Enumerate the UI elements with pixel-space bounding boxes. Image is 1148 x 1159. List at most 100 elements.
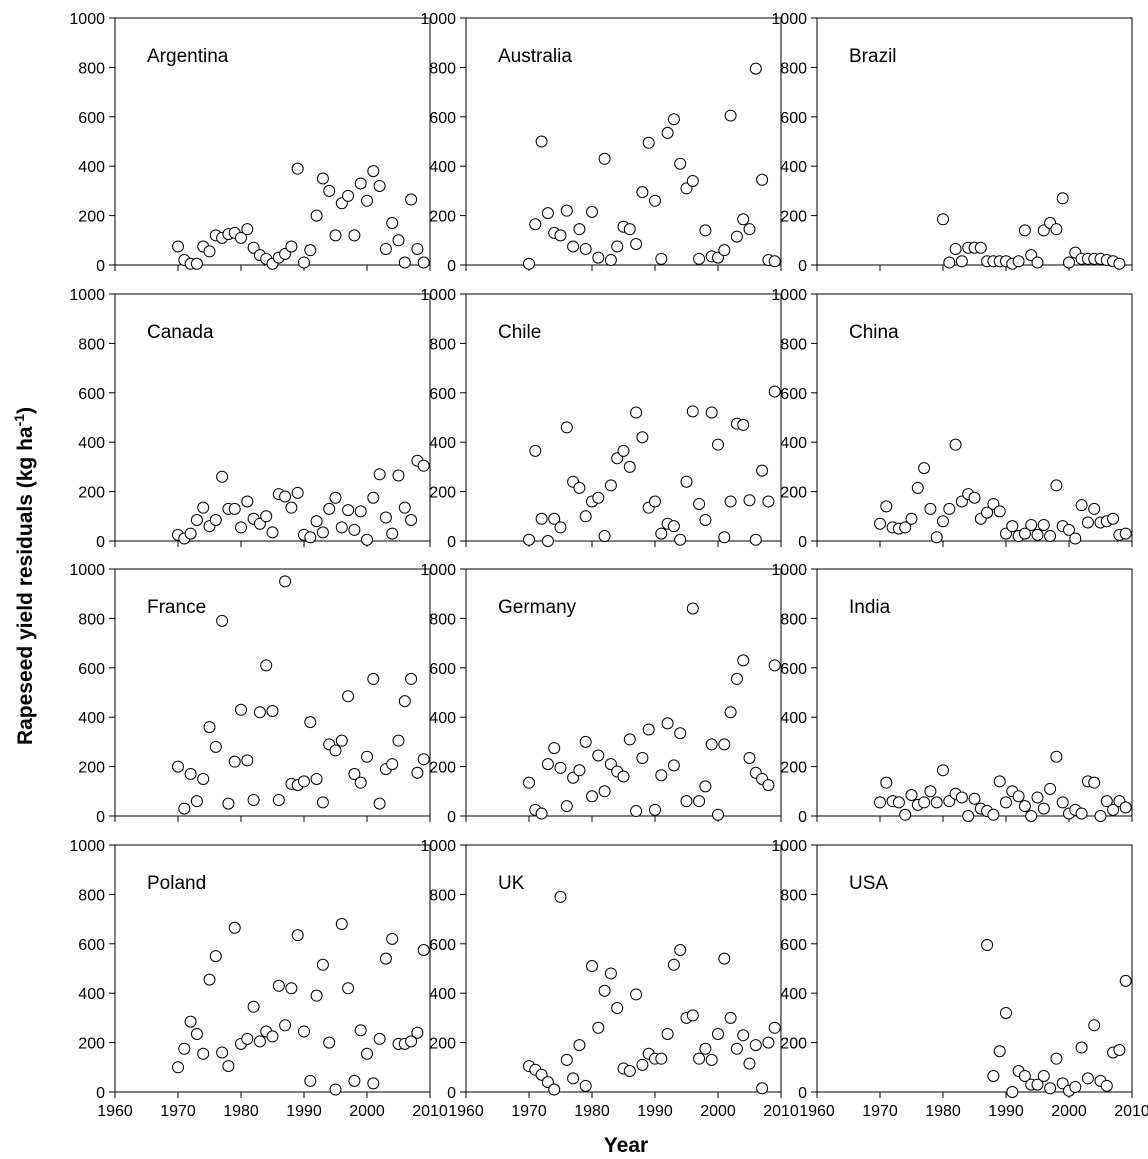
- data-point: [266, 1030, 279, 1043]
- data-point: [1031, 1078, 1044, 1091]
- data-point: [266, 526, 279, 539]
- y-tick-label: 600: [780, 937, 807, 954]
- y-tick-label: 200: [780, 760, 807, 777]
- data-point: [649, 194, 661, 207]
- data-point: [743, 751, 756, 764]
- data-point: [310, 772, 323, 785]
- data-point: [981, 506, 994, 519]
- data-point: [560, 204, 573, 217]
- data-point: [712, 438, 724, 451]
- data-point: [279, 1019, 292, 1032]
- x-tick-label: 1980: [574, 1103, 610, 1120]
- panel-canada: 0 200 400 600 800 1000 Canada: [69, 287, 431, 551]
- data-point: [304, 716, 317, 729]
- data-point: [636, 186, 649, 199]
- data-point: [335, 734, 348, 747]
- data-point: [411, 766, 424, 779]
- data-point: [310, 209, 323, 222]
- data-point: [768, 659, 781, 672]
- y-tick-label: 600: [429, 661, 456, 678]
- data-point: [367, 1077, 380, 1090]
- data-point: [417, 753, 430, 766]
- data-point: [586, 790, 598, 803]
- data-point: [241, 495, 254, 508]
- data-point: [203, 245, 216, 258]
- data-point: [285, 240, 298, 253]
- panel-title: Australia: [498, 46, 572, 67]
- panel-title: India: [849, 597, 891, 618]
- data-point: [737, 1029, 750, 1042]
- data-point: [573, 481, 586, 494]
- y-tick-label: 600: [78, 937, 105, 954]
- data-point: [943, 256, 956, 269]
- panel-title: China: [849, 322, 899, 343]
- data-point: [285, 501, 298, 514]
- data-point: [329, 1083, 342, 1096]
- data-point: [981, 939, 994, 952]
- data-point: [674, 943, 687, 956]
- data-point: [949, 438, 962, 451]
- data-point: [386, 217, 399, 230]
- data-point: [304, 1074, 317, 1087]
- data-point: [348, 523, 361, 536]
- data-point: [718, 531, 731, 544]
- data-point: [316, 796, 329, 809]
- data-point: [285, 982, 298, 995]
- data-point: [529, 444, 542, 457]
- data-point: [737, 213, 750, 226]
- plot-frame: [114, 293, 431, 542]
- data-point: [617, 444, 630, 457]
- y-tick-label: 1000: [771, 838, 807, 855]
- data-point: [737, 654, 750, 667]
- data-point: [1063, 256, 1075, 269]
- y-tick-label: 400: [78, 986, 105, 1003]
- data-point: [172, 240, 184, 253]
- y-tick-label: 400: [78, 435, 105, 452]
- data-point: [361, 1047, 373, 1060]
- y-tick-label: 0: [447, 809, 456, 826]
- data-point: [247, 1000, 260, 1013]
- data-point: [523, 257, 535, 270]
- data-point: [674, 533, 687, 546]
- data-point: [1000, 1006, 1012, 1019]
- data-point: [573, 223, 586, 236]
- data-point: [918, 462, 931, 475]
- data-point: [680, 795, 693, 808]
- y-tick-label: 800: [780, 336, 807, 353]
- y-tick-label: 200: [78, 209, 105, 226]
- y-tick-label: 600: [780, 110, 807, 127]
- data-point: [354, 505, 367, 518]
- data-point: [203, 721, 216, 734]
- data-point: [686, 175, 699, 188]
- y-tick-label: 200: [78, 485, 105, 502]
- data-point: [1037, 802, 1050, 815]
- data-point: [604, 967, 617, 980]
- data-point: [768, 1021, 781, 1034]
- data-point: [993, 505, 1006, 518]
- y-tick-label: 1000: [69, 838, 105, 855]
- data-point: [554, 521, 567, 534]
- data-point: [937, 213, 949, 226]
- data-point: [718, 952, 731, 965]
- data-point: [1031, 791, 1044, 804]
- y-tick-label: 200: [780, 209, 807, 226]
- plot-frame: [816, 293, 1133, 542]
- data-point: [718, 244, 731, 257]
- data-point: [1006, 520, 1019, 533]
- data-point: [398, 256, 411, 269]
- x-tick-label: 2010: [412, 1103, 448, 1120]
- data-point: [680, 475, 693, 488]
- y-tick-label: 200: [780, 485, 807, 502]
- data-point: [348, 1074, 361, 1087]
- data-point: [699, 780, 712, 793]
- y-tick-label: 0: [447, 1085, 456, 1102]
- y-tick-label: 600: [429, 386, 456, 403]
- x-tick-label: 1990: [637, 1103, 673, 1120]
- data-point: [235, 521, 247, 534]
- data-point: [955, 791, 968, 804]
- data-point: [730, 1042, 743, 1055]
- data-point: [316, 958, 329, 971]
- data-point: [768, 255, 781, 268]
- data-point: [911, 481, 924, 494]
- data-point: [623, 460, 636, 473]
